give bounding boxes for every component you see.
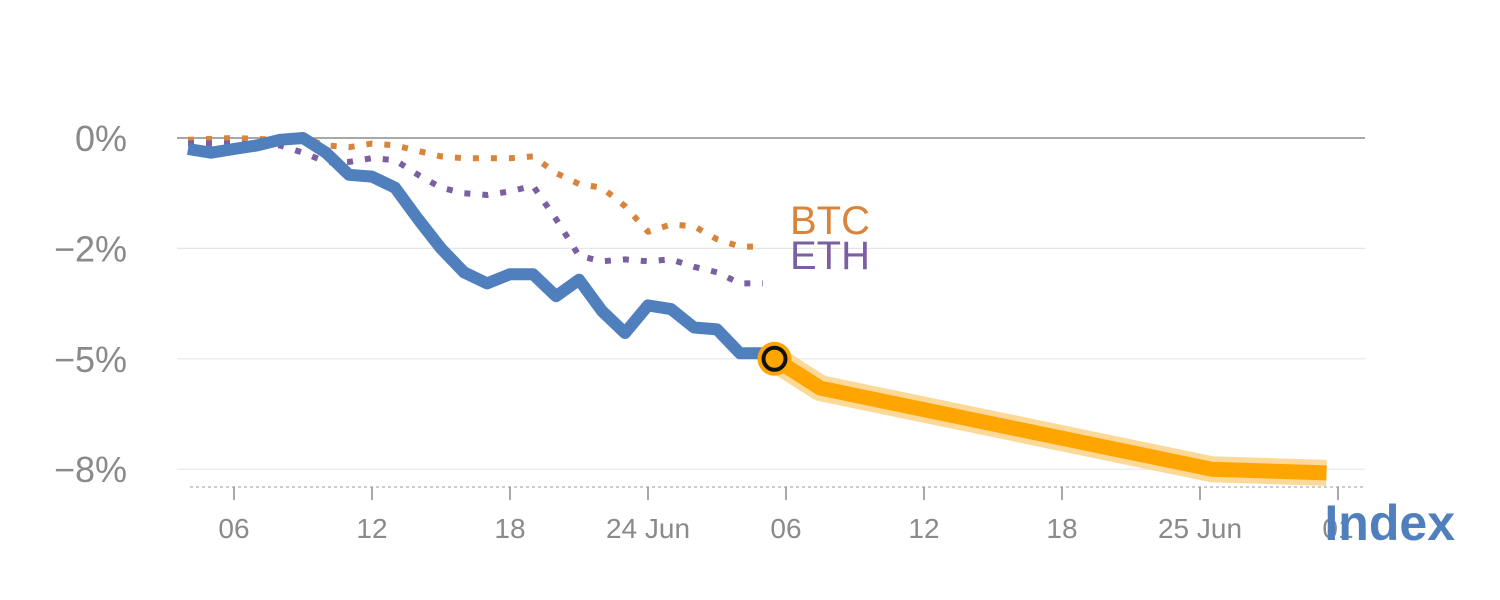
- btc-series-label: BTC: [790, 199, 870, 243]
- x-tick-label: 06: [218, 513, 249, 544]
- x-tick-label: 24 Jun: [606, 513, 690, 544]
- current-point-dot: [761, 345, 788, 372]
- x-tick-label: 18: [1046, 513, 1077, 544]
- x-tick-label: 12: [356, 513, 387, 544]
- grid-lines: [177, 137, 1365, 470]
- y-tick-label: −8%: [54, 449, 127, 490]
- y-tick-label: 0%: [75, 118, 127, 159]
- x-tick-label: 06: [770, 513, 801, 544]
- y-axis: 0% −2% −5% −8%: [54, 118, 127, 490]
- eth-series-label: ETH: [790, 234, 870, 278]
- x-tick-label: 12: [908, 513, 939, 544]
- index-series-label: Index: [1324, 495, 1455, 551]
- series-lines: [187, 132, 1327, 486]
- x-tick-label: 25 Jun: [1158, 513, 1242, 544]
- x-tick-label: 18: [494, 513, 525, 544]
- eth-series-line: [188, 140, 763, 287]
- x-tick-label: 01: [1322, 513, 1353, 544]
- y-tick-label: −5%: [54, 339, 127, 380]
- y-tick-label: −2%: [54, 228, 127, 269]
- forecast-line: [770, 352, 1327, 481]
- forecast-halo: [767, 347, 1327, 486]
- x-axis: 06 12 18 24 Jun 06 12 18 25 Jun 01: [218, 487, 1354, 544]
- current-point-marker: [757, 341, 792, 376]
- btc-series-line: [187, 135, 763, 250]
- index-series-line: [187, 132, 763, 360]
